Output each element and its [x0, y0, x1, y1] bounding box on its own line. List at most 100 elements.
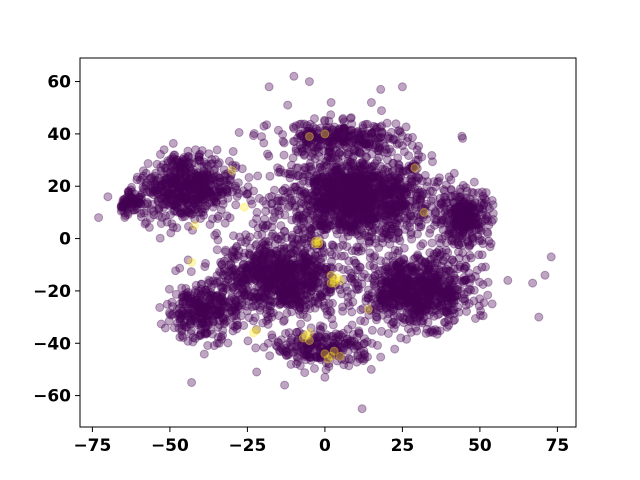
data-point-289 — [315, 240, 325, 250]
data-point-1360 — [371, 191, 380, 201]
data-point-4501 — [281, 329, 290, 338]
data-point-1941 — [136, 212, 146, 222]
data-point-102 — [400, 213, 410, 223]
data-point-47 — [338, 172, 348, 181]
data-point-4943 — [335, 351, 345, 361]
data-point-120 — [361, 196, 371, 206]
data-point-111 — [293, 171, 303, 181]
data-point-48 — [378, 238, 388, 248]
data-point-144 — [392, 185, 402, 195]
data-point-147 — [317, 221, 326, 231]
data-point-272 — [401, 200, 411, 210]
data-point-1363 — [375, 176, 385, 186]
data-point-62 — [405, 196, 415, 206]
data-point-239 — [315, 204, 324, 213]
data-point-1377 — [403, 201, 412, 211]
data-point-60 — [377, 178, 387, 188]
data-point-4857 — [407, 140, 417, 150]
data-point-4055 — [181, 284, 191, 293]
data-point-83 — [335, 221, 345, 231]
data-point-344 — [334, 217, 344, 227]
data-point-98 — [307, 147, 317, 157]
data-point-309 — [371, 234, 380, 244]
data-point-426 — [344, 203, 354, 213]
data-point-3702 — [432, 329, 442, 339]
data-point-450 — [349, 189, 359, 199]
x-tick-label: −50 — [151, 436, 189, 456]
data-point-191 — [300, 189, 310, 199]
data-point-425 — [394, 200, 404, 210]
data-point-395 — [326, 178, 336, 188]
data-point-34 — [320, 207, 330, 217]
data-point-35 — [312, 212, 322, 222]
data-point-163 — [309, 222, 319, 232]
data-point-4911 — [397, 82, 407, 92]
data-point-3482 — [472, 265, 482, 275]
data-point-3722 — [459, 272, 469, 282]
data-point-4877 — [353, 139, 363, 149]
data-point-448 — [359, 166, 369, 176]
data-point-1381 — [354, 243, 364, 253]
data-point-4510 — [367, 325, 377, 335]
data-point-94 — [323, 153, 333, 163]
data-point-240 — [297, 212, 307, 222]
data-point-273 — [341, 184, 351, 194]
data-point-488 — [280, 210, 290, 220]
data-point-3698 — [367, 291, 376, 301]
data-point-2923 — [271, 270, 281, 280]
data-point-2 — [366, 203, 375, 213]
data-point-88 — [407, 176, 417, 186]
data-point-3881 — [164, 284, 174, 294]
data-point-216 — [368, 192, 377, 202]
data-point-4049 — [190, 288, 200, 298]
data-point-209 — [419, 203, 428, 213]
data-point-278 — [354, 221, 364, 231]
data-point-1274 — [322, 193, 331, 203]
data-point-452 — [313, 199, 323, 208]
data-point-430 — [323, 178, 333, 187]
data-point-52 — [321, 196, 331, 206]
data-point-114 — [355, 199, 365, 209]
data-point-3750 — [425, 286, 435, 296]
data-point-3741 — [461, 300, 471, 310]
data-point-16 — [340, 189, 350, 199]
data-point-20 — [394, 233, 404, 243]
data-point-58 — [324, 174, 334, 184]
data-point-3843 — [155, 303, 165, 312]
data-point-718 — [253, 171, 263, 181]
data-point-2413 — [212, 245, 222, 255]
data-point-4315 — [484, 236, 494, 246]
data-point-3742 — [416, 298, 426, 308]
data-point-201 — [397, 186, 407, 196]
data-point-143 — [348, 196, 358, 206]
data-point-78 — [330, 162, 340, 172]
data-point-312 — [374, 152, 384, 162]
data-point-4554 — [313, 333, 323, 343]
data-point-1370 — [402, 220, 412, 230]
data-point-156 — [317, 186, 327, 196]
data-point-1897 — [218, 199, 228, 209]
y-tick-label: −20 — [33, 282, 71, 302]
data-point-4761 — [257, 132, 267, 142]
data-point-129 — [367, 198, 376, 208]
data-point-4946 — [227, 166, 237, 175]
data-point-18 — [339, 251, 349, 261]
data-point-2927 — [262, 267, 272, 277]
data-point-4327 — [460, 261, 470, 271]
data-point-1294 — [387, 221, 397, 231]
data-point-442 — [312, 182, 322, 192]
data-point-4602 — [359, 346, 369, 356]
data-point-4920 — [187, 378, 197, 387]
data-point-286 — [411, 195, 421, 204]
data-point-63 — [386, 199, 396, 209]
data-point-2883 — [279, 315, 289, 325]
data-point-1977 — [200, 176, 210, 186]
data-point-445 — [317, 210, 327, 220]
data-point-274 — [314, 185, 324, 195]
data-point-336 — [390, 177, 400, 187]
data-point-1121 — [363, 218, 372, 228]
data-point-173 — [348, 176, 358, 186]
data-point-2841 — [320, 303, 330, 313]
data-point-4910 — [376, 84, 386, 94]
data-point-6 — [310, 188, 320, 198]
